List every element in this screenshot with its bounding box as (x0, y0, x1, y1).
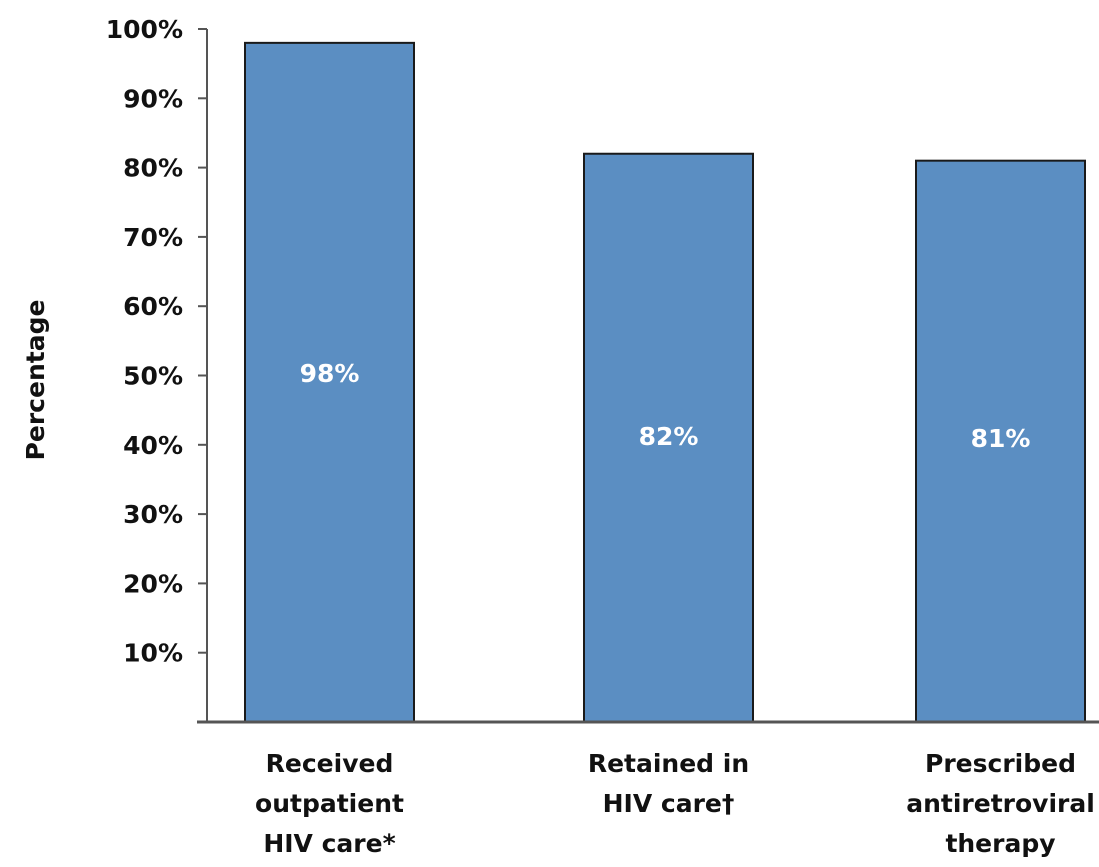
y-tick-label: 60% (123, 292, 183, 321)
y-axis: 10% 20% 30% 40% 50% 60% 70% 80% 90% 100% (106, 15, 208, 722)
y-tick-label: 20% (123, 569, 183, 598)
x-axis: Received outpatient HIV care* Retained in HI… (197, 720, 1099, 858)
bar (244, 41, 415, 724)
y-tick-label: 70% (123, 223, 183, 252)
bar (915, 159, 1086, 724)
data-label: 82% (639, 422, 699, 451)
y-tick-label: 100% (106, 15, 183, 44)
y-tick-label: 80% (123, 154, 183, 183)
y-tick-label: 90% (123, 84, 183, 113)
x-category-label: outpatient (255, 789, 404, 818)
bar (583, 152, 754, 724)
y-tick-label: 10% (123, 639, 183, 668)
x-category-label: antiretroviral (906, 789, 1095, 818)
y-tick-label: 40% (123, 431, 183, 460)
y-axis-title: Percentage (21, 300, 50, 461)
x-category-label: Prescribed (925, 749, 1076, 778)
y-tick-label: 30% (123, 500, 183, 529)
x-category-label: Retained in (588, 749, 749, 778)
x-category-label: therapy (945, 829, 1055, 858)
bars: 98% 82% 81% (244, 41, 1086, 724)
data-label: 81% (971, 424, 1031, 453)
data-label: 98% (300, 359, 360, 388)
x-category-label: HIV care† (603, 789, 735, 818)
y-tick-label: 50% (123, 362, 183, 391)
x-category-label: HIV care* (263, 829, 395, 858)
x-category-label: Received (266, 749, 394, 778)
